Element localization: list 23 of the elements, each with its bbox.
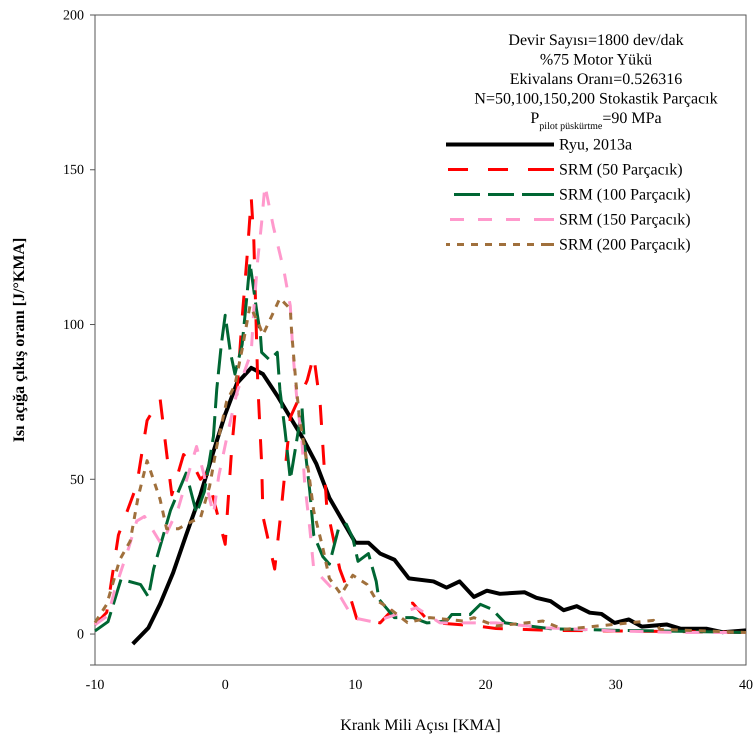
x-tick-label: 0 bbox=[222, 678, 229, 693]
x-axis-title: Krank Mili Açısı [KMA] bbox=[340, 717, 501, 734]
y-tick-label: 100 bbox=[63, 318, 84, 334]
legend-label: Ryu, 2013a bbox=[559, 136, 632, 154]
x-tick-label: 40 bbox=[739, 678, 753, 693]
y-tick-label: 200 bbox=[63, 8, 84, 24]
annotation: Devir Sayısı=1800 dev/dak bbox=[508, 32, 684, 49]
legend-label: SRM (50 Parçacık) bbox=[559, 162, 683, 178]
legend-label: SRM (200 Parçacık) bbox=[559, 236, 691, 254]
y-tick-label: 0 bbox=[77, 628, 84, 643]
annotation: Ekivalans Oranı=0.526316 bbox=[510, 71, 682, 88]
legend-label: SRM (150 Parçacık) bbox=[559, 212, 691, 228]
annotation: P$_{pilot püskürtme}$=90 MPa bbox=[530, 110, 662, 132]
y-tick-label: 150 bbox=[63, 163, 84, 178]
x-tick-label: 30 bbox=[608, 678, 623, 693]
annotation: %75 Motor Yükü bbox=[540, 52, 652, 68]
x-tick-label: 20 bbox=[478, 678, 493, 693]
legend-label: SRM (100 Parçacık) bbox=[559, 186, 691, 204]
x-tick-label: -10 bbox=[86, 678, 104, 693]
annotation: N=50,100,150,200 Stokastik Parçacık bbox=[474, 90, 718, 108]
y-tick-label: 50 bbox=[70, 472, 84, 488]
x-tick-label: 10 bbox=[348, 678, 362, 693]
y-axis-title: Isı açığa çıkış oranı [J/°KMA] bbox=[11, 238, 28, 442]
